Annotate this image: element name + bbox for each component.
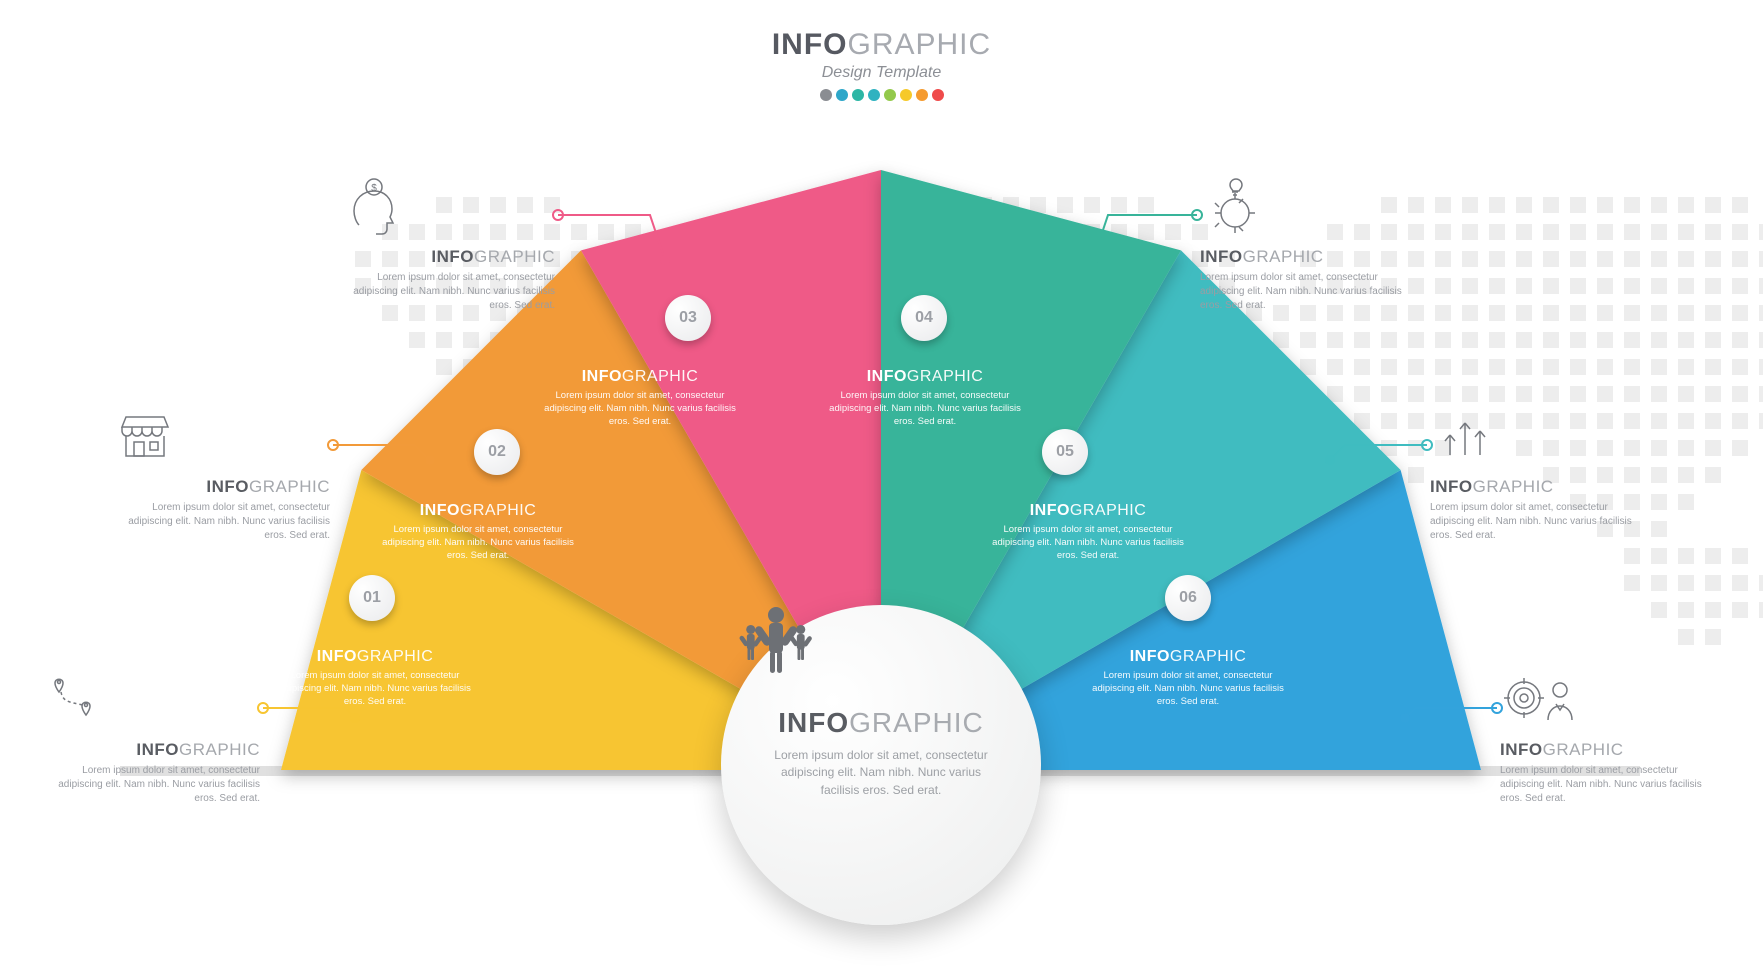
wedge-badge-05: 05 xyxy=(1042,429,1088,475)
head-dollar-icon: $ xyxy=(335,175,555,247)
wedge-text-06: INFOGRAPHICLorem ipsum dolor sit amet, c… xyxy=(1088,648,1288,708)
center-circle: INFOGRAPHIC Lorem ipsum dolor sit amet, … xyxy=(721,605,1041,925)
route-pins-icon xyxy=(40,668,260,740)
callout-body: Lorem ipsum dolor sit amet, consectetur … xyxy=(335,271,555,313)
callout-body: Lorem ipsum dolor sit amet, consectetur … xyxy=(1500,764,1720,806)
center-title: INFOGRAPHIC xyxy=(721,707,1041,739)
wedge-badge-02: 02 xyxy=(474,429,520,475)
svg-text:$: $ xyxy=(371,183,377,194)
wedge-badge-03: 03 xyxy=(665,295,711,341)
wedge-text-04: INFOGRAPHICLorem ipsum dolor sit amet, c… xyxy=(828,368,1023,428)
callout-body: Lorem ipsum dolor sit amet, consectetur … xyxy=(1200,271,1420,313)
callout-6: INFOGRAPHIC Lorem ipsum dolor sit amet, … xyxy=(1500,668,1720,806)
header-title: INFOGRAPHIC xyxy=(0,28,1763,62)
wedge-text-02: INFOGRAPHICLorem ipsum dolor sit amet, c… xyxy=(381,502,576,562)
storefront-icon xyxy=(110,405,330,477)
center-body: Lorem ipsum dolor sit amet, consectetur … xyxy=(721,747,1041,799)
wedge-badge-01: 01 xyxy=(349,575,395,621)
callout-title: INFOGRAPHIC xyxy=(335,247,555,267)
callout-body: Lorem ipsum dolor sit amet, consectetur … xyxy=(110,501,330,543)
target-person-icon xyxy=(1500,668,1720,740)
wedge-text-03: INFOGRAPHICLorem ipsum dolor sit amet, c… xyxy=(543,368,738,428)
callout-2: INFOGRAPHIC Lorem ipsum dolor sit amet, … xyxy=(110,405,330,543)
callout-body: Lorem ipsum dolor sit amet, consectetur … xyxy=(40,764,260,806)
wedge-text-05: INFOGRAPHICLorem ipsum dolor sit amet, c… xyxy=(991,502,1186,562)
callout-title: INFOGRAPHIC xyxy=(1430,477,1650,497)
wedge-badge-06: 06 xyxy=(1165,575,1211,621)
arrows-up-icon xyxy=(1430,405,1650,477)
callout-title: INFOGRAPHIC xyxy=(1200,247,1420,267)
gear-bulb-icon xyxy=(1200,175,1420,247)
wedge-text-01: INFOGRAPHICLorem ipsum dolor sit amet, c… xyxy=(275,648,475,708)
callout-1: INFOGRAPHIC Lorem ipsum dolor sit amet, … xyxy=(40,668,260,806)
callout-title: INFOGRAPHIC xyxy=(40,740,260,760)
callout-title: INFOGRAPHIC xyxy=(110,477,330,497)
infographic-stage: { "canvas": { "width": 1763, "height": 9… xyxy=(0,0,1763,980)
callout-body: Lorem ipsum dolor sit amet, consectetur … xyxy=(1430,501,1650,543)
callout-4: INFOGRAPHIC Lorem ipsum dolor sit amet, … xyxy=(1200,175,1420,313)
callout-5: INFOGRAPHIC Lorem ipsum dolor sit amet, … xyxy=(1430,405,1650,543)
wedge-badge-04: 04 xyxy=(901,295,947,341)
header-dots xyxy=(0,88,1763,106)
callout-title: INFOGRAPHIC xyxy=(1500,740,1720,760)
callout-3: $ INFOGRAPHIC Lorem ipsum dolor sit amet… xyxy=(335,175,555,313)
header-subtitle: Design Template xyxy=(0,64,1763,82)
header: INFOGRAPHIC Design Template xyxy=(0,28,1763,106)
people-icon xyxy=(721,633,1041,703)
